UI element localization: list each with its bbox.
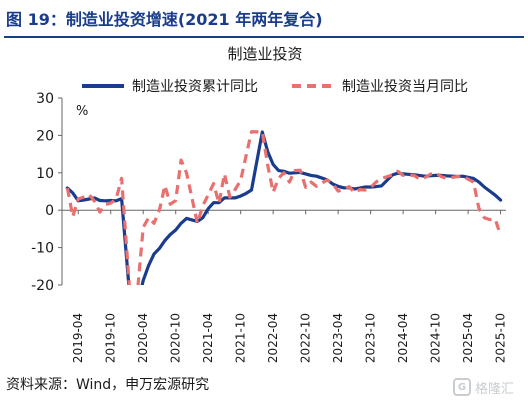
x-tick-label: 2023-10 [364, 313, 378, 363]
x-tick-label: 2022-10 [299, 313, 313, 363]
x-tick-label: 2019-04 [71, 313, 85, 363]
x-tick-label: 2022-04 [266, 313, 280, 363]
series-layer [65, 130, 503, 285]
watermark-text: 格隆汇 [474, 381, 514, 397]
x-tick-label: 2020-04 [136, 313, 150, 363]
x-axis: 2019-04 2019-10 2020-04 2020-10 2021-04 2021-… [62, 209, 508, 363]
x-tick-label: 2025-10 [494, 313, 508, 363]
y-tick-label: 30 [36, 91, 54, 107]
source-note: 资料来源：Wind，申万宏源研究 [6, 377, 210, 393]
watermark-logo-icon: G [452, 378, 471, 396]
chart-title: 制造业投资 [227, 45, 302, 63]
x-tick-label: 2021-10 [234, 313, 248, 363]
x-tick-label: 2020-10 [169, 313, 183, 363]
series-line-monthly [65, 130, 503, 285]
x-tick-label: 2024-10 [429, 313, 443, 363]
y-tick-label: 10 [36, 166, 54, 182]
y-tick-label: 20 [36, 128, 54, 144]
title-underline [4, 36, 524, 38]
figure-title: 图 19：制造业投资增速(2021 年两年复合) [6, 10, 323, 29]
series-line-cumulative [65, 130, 503, 285]
x-tick-label: 2023-04 [331, 313, 345, 363]
x-tick-label: 2021-04 [201, 313, 215, 363]
x-tick-label: 2019-10 [104, 313, 118, 363]
y-axis: -20 -10 0 10 20 30 [31, 91, 63, 294]
legend: 制造业投资累计同比 制造业投资当月同比 [82, 79, 468, 95]
y-tick-label: 0 [45, 203, 54, 219]
y-tick-label: -20 [31, 278, 54, 294]
legend-label-monthly: 制造业投资当月同比 [342, 79, 468, 95]
watermark: G 格隆汇 [452, 376, 514, 398]
manufacturing-investment-chart: 制造业投资 制造业投资累计同比 制造业投资当月同比 % -20 -10 0 10 20 3… [31, 45, 508, 363]
x-tick-label: 2025-04 [461, 313, 475, 363]
y-axis-unit-label: % [76, 104, 88, 119]
legend-label-cumulative: 制造业投资累计同比 [132, 79, 258, 95]
x-tick-label: 2024-04 [396, 313, 410, 363]
y-tick-label: -10 [31, 241, 54, 257]
